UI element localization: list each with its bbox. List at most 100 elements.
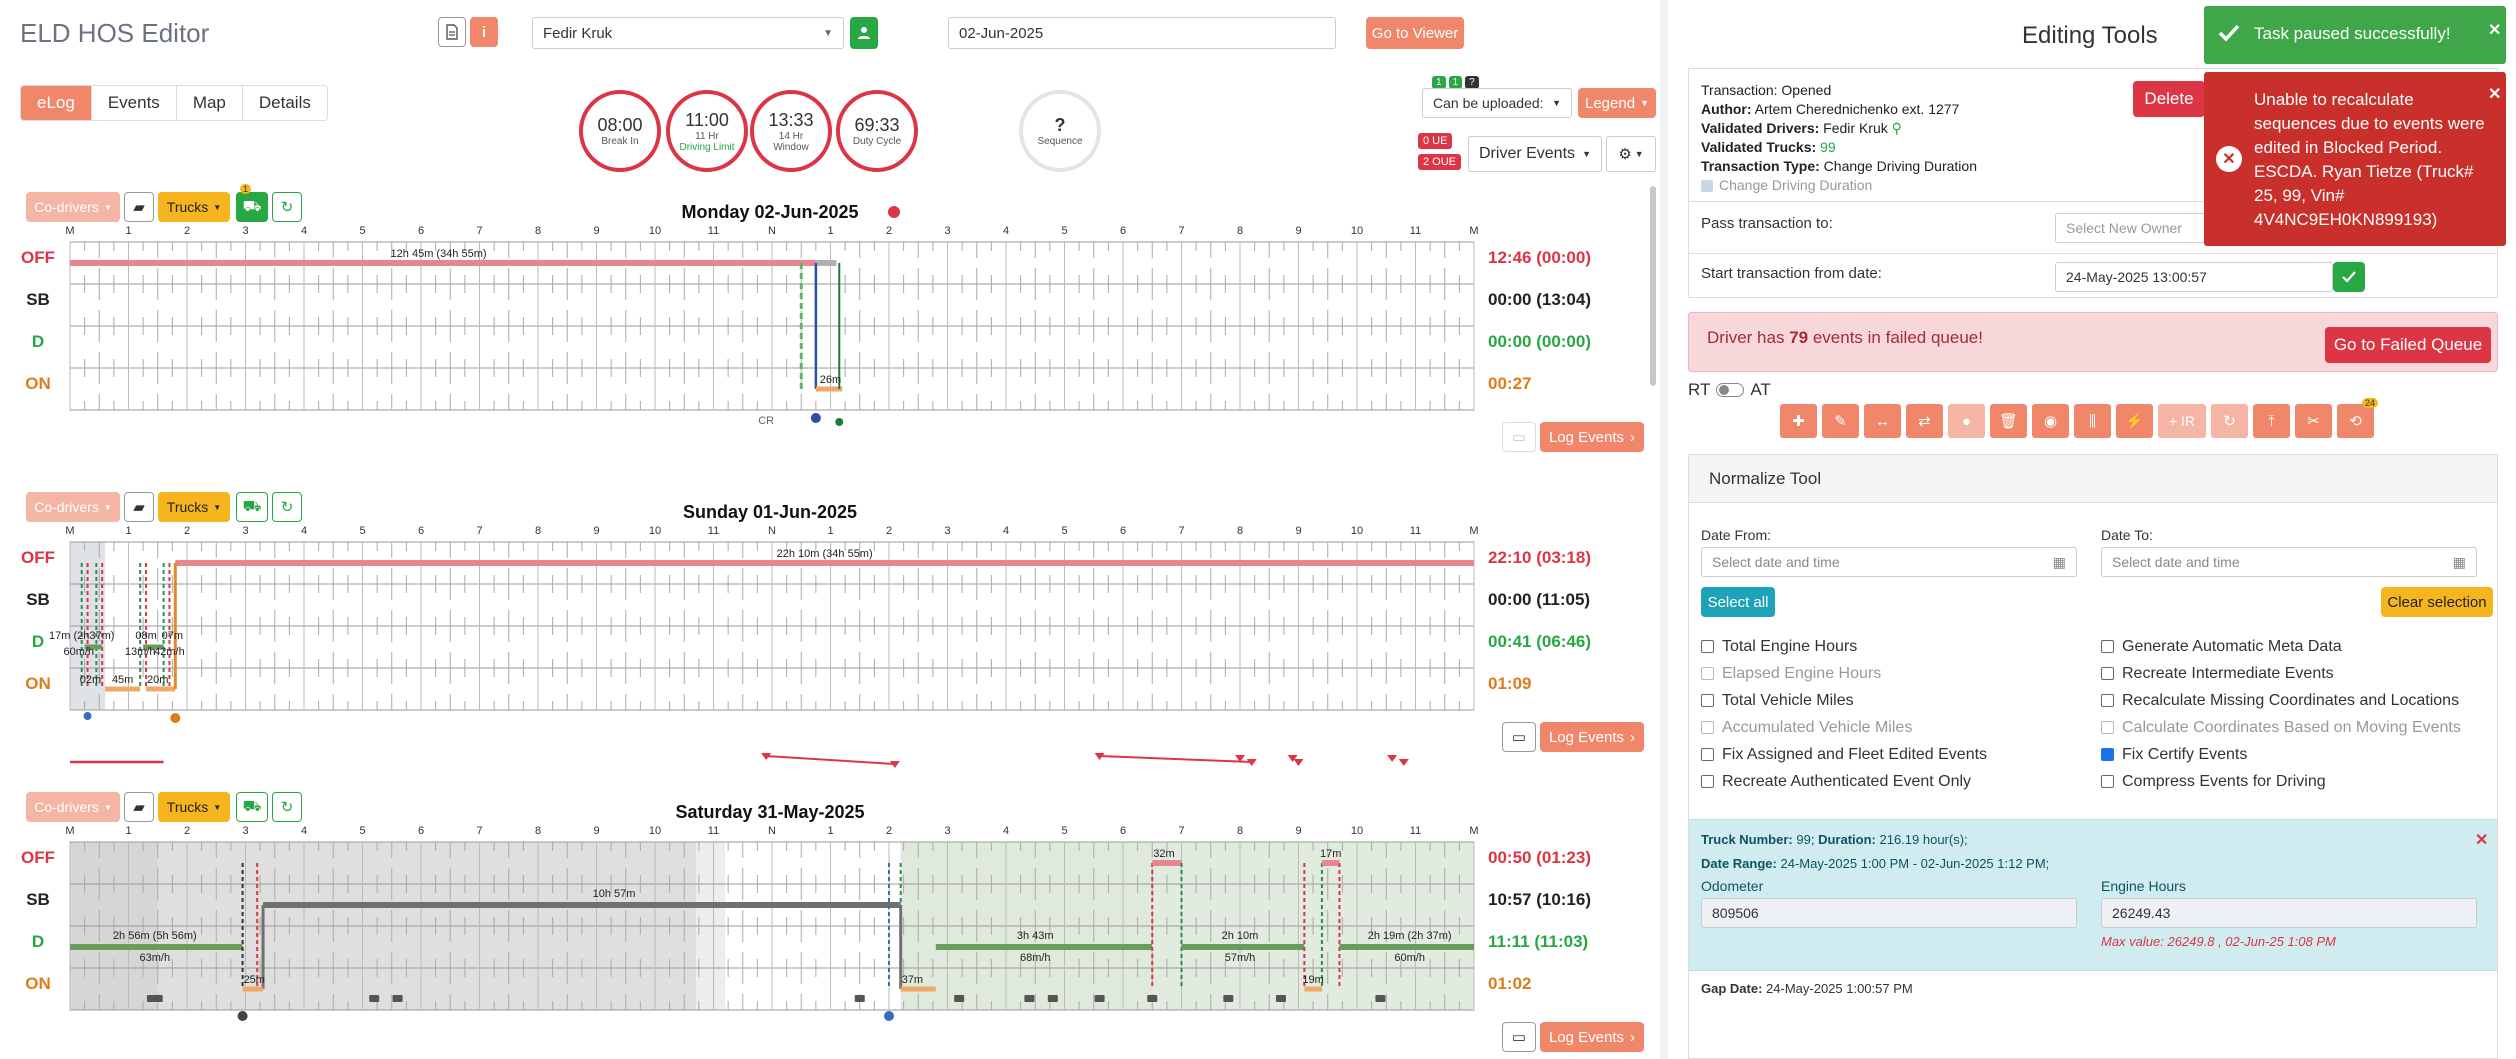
- log-grid[interactable]: M 1 2 3 4 5 6 7 8 9 10 11 N 1 2 3 4 5 6 7 8 9 10 11 M 22h 10m (34…: [0, 522, 1500, 782]
- driving-clock-label2: Driving Limit: [679, 141, 735, 153]
- trucks-button[interactable]: Trucks ▼: [158, 792, 230, 822]
- normalize-option[interactable]: Fix Certify Events: [2101, 741, 2461, 768]
- checkbox-icon[interactable]: [2101, 775, 2114, 788]
- columns-icon[interactable]: ⫼: [2074, 404, 2111, 438]
- duration-label: 2h 56m (5h 56m): [113, 930, 197, 942]
- normalize-option[interactable]: Total Vehicle Miles: [1701, 687, 1987, 714]
- certify-icon[interactable]: ⛟: [236, 192, 268, 222]
- driver-select[interactable]: Fedir Kruk ▼: [532, 17, 844, 49]
- start-date-label: Start transaction from date:: [1701, 265, 1882, 282]
- scissors-icon[interactable]: ✂: [2295, 404, 2332, 438]
- align-top-icon[interactable]: ⤒: [2253, 404, 2290, 438]
- certify-icon[interactable]: ⛟: [236, 492, 268, 522]
- normalize-option[interactable]: Recreate Authenticated Event Only: [1701, 768, 1987, 795]
- date-input[interactable]: 02-Jun-2025: [948, 17, 1336, 49]
- comment-icon[interactable]: ▭: [1502, 722, 1536, 752]
- comment-icon[interactable]: ▭: [1502, 1022, 1536, 1052]
- co-drivers-button[interactable]: Co-drivers ▼: [26, 792, 120, 822]
- go-to-failed-queue-button[interactable]: Go to Failed Queue: [2325, 327, 2491, 363]
- checkbox-icon[interactable]: [1701, 694, 1714, 707]
- user-icon[interactable]: [850, 17, 878, 49]
- toggle-switch[interactable]: [1716, 383, 1745, 397]
- tab-map[interactable]: Map: [177, 86, 243, 120]
- normalize-option[interactable]: Compress Events for Driving: [2101, 768, 2461, 795]
- truck-icon[interactable]: ▰: [124, 792, 154, 822]
- upload-select[interactable]: Can be uploaded: ▼: [1422, 88, 1572, 118]
- info-icon[interactable]: i: [470, 17, 498, 47]
- normalize-option[interactable]: Recalculate Missing Coordinates and Loca…: [2101, 687, 2461, 714]
- tab-events[interactable]: Events: [92, 86, 177, 120]
- driver-events-select[interactable]: Driver Events ▼: [1468, 136, 1602, 172]
- close-icon[interactable]: ✕: [2475, 832, 2489, 849]
- check-icon[interactable]: [2333, 262, 2365, 292]
- hour-tick-label: 10: [1351, 225, 1363, 237]
- wand-icon[interactable]: ⚡: [2116, 404, 2153, 438]
- checkbox-icon[interactable]: [2101, 721, 2114, 734]
- checkbox-icon[interactable]: [1701, 640, 1714, 653]
- trucks-button[interactable]: Trucks ▼: [158, 192, 230, 222]
- tab-elog[interactable]: eLog: [21, 86, 92, 120]
- normalize-option[interactable]: Calculate Coordinates Based on Moving Ev…: [2101, 714, 2461, 741]
- close-icon[interactable]: ✕: [2488, 22, 2502, 39]
- normalize-option[interactable]: Recreate Intermediate Events: [2101, 660, 2461, 687]
- certify-icon[interactable]: ⛟: [236, 792, 268, 822]
- odometer-input[interactable]: 809506: [1701, 898, 2077, 928]
- user-shift-icon[interactable]: ●: [1948, 404, 1985, 438]
- normalize-option[interactable]: Accumulated Vehicle Miles: [1701, 714, 1987, 741]
- co-drivers-button[interactable]: Co-drivers ▼: [26, 192, 120, 222]
- swap-icon[interactable]: ⇄: [1906, 404, 1943, 438]
- comment-icon[interactable]: ▭: [1502, 422, 1536, 452]
- checkbox-icon[interactable]: [1701, 721, 1714, 734]
- settings-dropdown[interactable]: ⚙ ▼: [1606, 136, 1656, 172]
- legend-button[interactable]: Legend ▼: [1578, 88, 1656, 118]
- tab-details[interactable]: Details: [258, 93, 311, 112]
- checkbox-icon[interactable]: [1701, 775, 1714, 788]
- delete-button[interactable]: Delete: [2133, 81, 2205, 117]
- scrollbar[interactable]: [1650, 186, 1656, 386]
- checkbox-icon[interactable]: [2101, 694, 2114, 707]
- refresh-icon[interactable]: ↻: [272, 192, 302, 222]
- checkbox-icon[interactable]: [1701, 667, 1714, 680]
- pencil-icon[interactable]: ✎: [1822, 404, 1859, 438]
- clear-selection-button[interactable]: Clear selection: [2381, 587, 2493, 617]
- rt-at-toggle[interactable]: RT AT: [1688, 380, 1771, 400]
- start-date-input[interactable]: 24-May-2025 13:00:57: [2055, 262, 2333, 292]
- document-icon[interactable]: [438, 17, 466, 47]
- normalize-option[interactable]: Fix Assigned and Fleet Edited Events: [1701, 741, 1987, 768]
- history-icon[interactable]: ⟲ 24: [2337, 398, 2378, 438]
- duration-label: 32m: [1153, 848, 1174, 860]
- normalize-option[interactable]: Total Engine Hours: [1701, 633, 1987, 660]
- refresh-icon[interactable]: ↻: [2211, 404, 2248, 438]
- change-driving-checkbox[interactable]: Change Driving Duration: [1701, 176, 1977, 195]
- normalize-option[interactable]: Elapsed Engine Hours: [1701, 660, 1987, 687]
- trucks-button[interactable]: Trucks ▼: [158, 492, 230, 522]
- truck-icon[interactable]: ▰: [124, 192, 154, 222]
- date-from-input[interactable]: Select date and time ▦: [1701, 547, 2077, 577]
- trash-icon[interactable]: 🗑: [1990, 404, 2027, 438]
- hour-tick-label: 2: [886, 825, 892, 837]
- refresh-icon[interactable]: ↻: [272, 492, 302, 522]
- go-to-viewer-button[interactable]: Go to Viewer: [1366, 17, 1464, 49]
- add-icon[interactable]: ✚: [1780, 404, 1817, 438]
- group-icon[interactable]: ◉: [2032, 404, 2069, 438]
- trucks-label: Trucks: [166, 799, 209, 815]
- truck-icon[interactable]: ▰: [124, 492, 154, 522]
- close-icon[interactable]: ✕: [2488, 86, 2502, 103]
- checkbox-icon[interactable]: [1701, 748, 1714, 761]
- log-grid[interactable]: M 1 2 3 4 5 6 7 8 9 10 11 N 1 2 3 4 5 6 7 8 9 10 11 M 12h 45m (34…: [0, 222, 1500, 482]
- insert-ir-button[interactable]: + IR: [2158, 404, 2206, 438]
- refresh-icon[interactable]: ↻: [272, 792, 302, 822]
- select-all-button[interactable]: Select all: [1701, 587, 1775, 617]
- checkbox-icon[interactable]: [2101, 640, 2114, 653]
- log-grid[interactable]: M 1 2 3 4 5 6 7 8 9 10 11 N 1 2 3 4 5 6 7 8 9 10 11 M 10h 57m 2h 5…: [0, 822, 1500, 1059]
- resize-icon[interactable]: ↔: [1864, 404, 1901, 438]
- date-to-input[interactable]: Select date and time ▦: [2101, 547, 2477, 577]
- engine-hours-input[interactable]: 26249.43: [2101, 898, 2477, 928]
- checkbox-icon[interactable]: [2101, 667, 2114, 680]
- checkbox-checked-icon[interactable]: [2101, 748, 2114, 761]
- log-events-button[interactable]: Log Events ›: [1540, 422, 1644, 452]
- co-drivers-button[interactable]: Co-drivers ▼: [26, 492, 120, 522]
- log-events-button[interactable]: Log Events ›: [1540, 1022, 1644, 1052]
- log-events-button[interactable]: Log Events ›: [1540, 722, 1644, 752]
- normalize-option[interactable]: Generate Automatic Meta Data: [2101, 633, 2461, 660]
